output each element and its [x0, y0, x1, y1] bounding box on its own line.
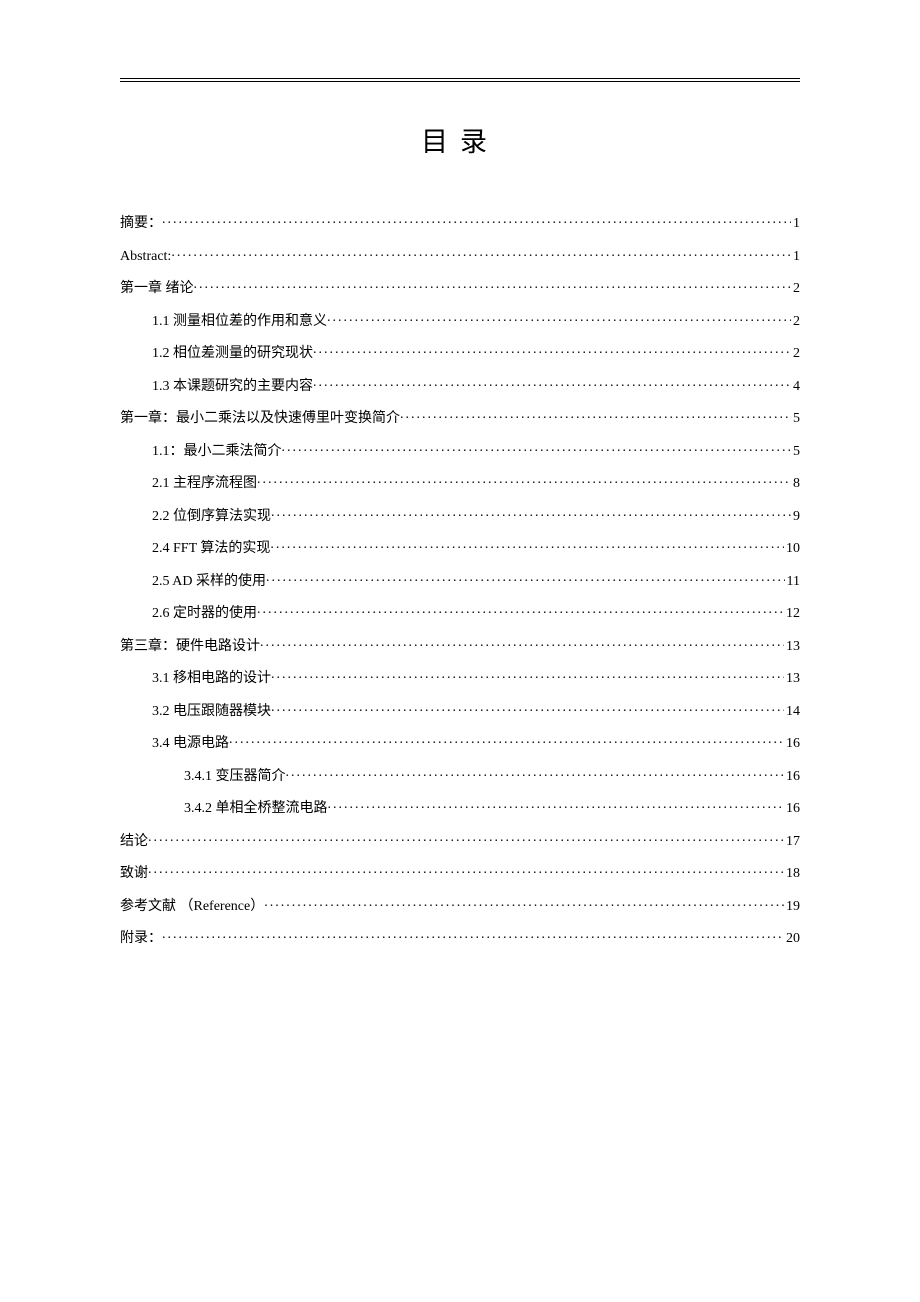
toc-entry-page: 13 [784, 640, 800, 654]
toc-entry-label: 1.2 相位差测量的研究现状 [152, 347, 313, 361]
toc-entry-page: 4 [791, 380, 800, 394]
toc-entry-label: 摘要： [120, 217, 162, 231]
toc-entry-label: 第一章 绪论 [120, 282, 194, 296]
toc-entry: 2.5 AD 采样的使用 11 [120, 571, 800, 589]
toc-entry: 2.2 位倒序算法实现 9 [120, 506, 800, 524]
toc-entry-label: 第一章：最小二乘法以及快速傅里叶变换简介 [120, 412, 400, 426]
toc-entry-label: 2.1 主程序流程图 [152, 477, 257, 491]
toc-entry-page: 1 [791, 217, 800, 231]
toc-entry: 3.2 电压跟随器模块 14 [120, 701, 800, 719]
toc-entry: 1.1 测量相位差的作用和意义 2 [120, 311, 800, 329]
toc-entry-label: 3.2 电压跟随器模块 [152, 705, 271, 719]
toc-entry: 第三章：硬件电路设计 13 [120, 636, 800, 654]
toc-entry: 摘要： 1 [120, 213, 800, 231]
toc-dot-leader [264, 896, 784, 910]
toc-entry-page: 5 [791, 412, 800, 426]
toc-entry-page: 19 [784, 900, 800, 914]
toc-entry-label: 附录： [120, 932, 162, 946]
toc-entry-page: 14 [784, 705, 800, 719]
toc-entry-label: 2.2 位倒序算法实现 [152, 510, 271, 524]
toc-entry-label: 1.3 本课题研究的主要内容 [152, 380, 313, 394]
toc-entry-label: 3.1 移相电路的设计 [152, 672, 271, 686]
toc-entry-label: 第三章：硬件电路设计 [120, 640, 260, 654]
toc-entry-label: 1.1 测量相位差的作用和意义 [152, 315, 327, 329]
toc-entry-label: 2.6 定时器的使用 [152, 607, 257, 621]
toc-entry-page: 13 [784, 672, 800, 686]
toc-title: 目录 [120, 120, 800, 159]
toc-dot-leader [266, 571, 785, 585]
document-page: 目录 摘要： 1 Abstract: 1 第一章 绪论 2 1.1 测量相位差的作用和意义 2… [0, 0, 920, 946]
toc-entry: 第一章：最小二乘法以及快速傅里叶变换简介 5 [120, 408, 800, 426]
toc-dot-leader [313, 343, 791, 357]
toc-dot-leader [260, 636, 784, 650]
toc-entry: 1.3 本课题研究的主要内容 4 [120, 376, 800, 394]
toc-entry: 3.1 移相电路的设计 13 [120, 668, 800, 686]
header-double-rule [120, 78, 800, 82]
toc-dot-leader [271, 668, 784, 682]
toc-dot-leader [257, 603, 784, 617]
toc-dot-leader [194, 278, 792, 292]
toc-entry: 2.6 定时器的使用 12 [120, 603, 800, 621]
toc-dot-leader [171, 246, 791, 260]
toc-entry: 结论 17 [120, 831, 800, 849]
toc-entry-page: 18 [784, 867, 800, 881]
toc-entry-page: 12 [784, 607, 800, 621]
toc-dot-leader [257, 473, 791, 487]
toc-entry-page: 10 [784, 542, 800, 556]
toc-dot-leader [148, 831, 784, 845]
toc-entry: 3.4.2 单相全桥整流电路 16 [120, 798, 800, 816]
toc-entry-page: 16 [784, 770, 800, 784]
toc-entry-page: 5 [791, 445, 800, 459]
toc-dot-leader [148, 863, 784, 877]
toc-dot-leader [229, 733, 784, 747]
toc-entry-page: 17 [784, 835, 800, 849]
toc-entry-label: 结论 [120, 835, 148, 849]
toc-dot-leader [328, 798, 785, 812]
toc-entry: 参考文献 （Reference） 19 [120, 896, 800, 914]
toc-entry-page: 1 [791, 250, 800, 264]
toc-entry: 1.1：最小二乘法简介 5 [120, 441, 800, 459]
toc-entry: 致谢 18 [120, 863, 800, 881]
toc-entry-label: 1.1：最小二乘法简介 [152, 445, 282, 459]
toc-entry-page: 16 [784, 737, 800, 751]
toc-entry-label: 3.4 电源电路 [152, 737, 229, 751]
toc-entry-page: 11 [785, 575, 800, 589]
toc-entry-label: 3.4.2 单相全桥整流电路 [184, 802, 328, 816]
toc-dot-leader [327, 311, 791, 325]
toc-entry-label: 参考文献 （Reference） [120, 900, 264, 914]
table-of-contents: 摘要：1Abstract:1第一章 绪论21.1 测量相位差的作用和意义21.2… [120, 213, 800, 946]
toc-dot-leader [400, 408, 791, 422]
toc-entry: 1.2 相位差测量的研究现状 2 [120, 343, 800, 361]
toc-entry-label: 2.5 AD 采样的使用 [152, 575, 266, 589]
toc-dot-leader [270, 538, 784, 552]
toc-entry: 3.4.1 变压器简介 16 [120, 766, 800, 784]
toc-entry-page: 9 [791, 510, 800, 524]
toc-entry-label: 致谢 [120, 867, 148, 881]
toc-dot-leader [271, 701, 784, 715]
toc-dot-leader [282, 441, 792, 455]
toc-entry: 附录： 20 [120, 928, 800, 946]
toc-dot-leader [286, 766, 785, 780]
toc-entry-page: 2 [791, 282, 800, 296]
toc-dot-leader [162, 928, 784, 942]
toc-entry-page: 20 [784, 932, 800, 946]
toc-dot-leader [313, 376, 791, 390]
toc-dot-leader [162, 213, 791, 227]
toc-entry: 第一章 绪论 2 [120, 278, 800, 296]
toc-entry: 2.4 FFT 算法的实现 10 [120, 538, 800, 556]
toc-entry: Abstract: 1 [120, 246, 800, 264]
toc-entry-label: 2.4 FFT 算法的实现 [152, 542, 270, 556]
toc-entry-label: Abstract: [120, 250, 171, 264]
toc-entry-page: 2 [791, 347, 800, 361]
toc-entry: 2.1 主程序流程图 8 [120, 473, 800, 491]
toc-entry-page: 2 [791, 315, 800, 329]
toc-entry-page: 8 [791, 477, 800, 491]
toc-dot-leader [271, 506, 791, 520]
toc-entry-page: 16 [784, 802, 800, 816]
toc-entry: 3.4 电源电路 16 [120, 733, 800, 751]
toc-entry-label: 3.4.1 变压器简介 [184, 770, 286, 784]
